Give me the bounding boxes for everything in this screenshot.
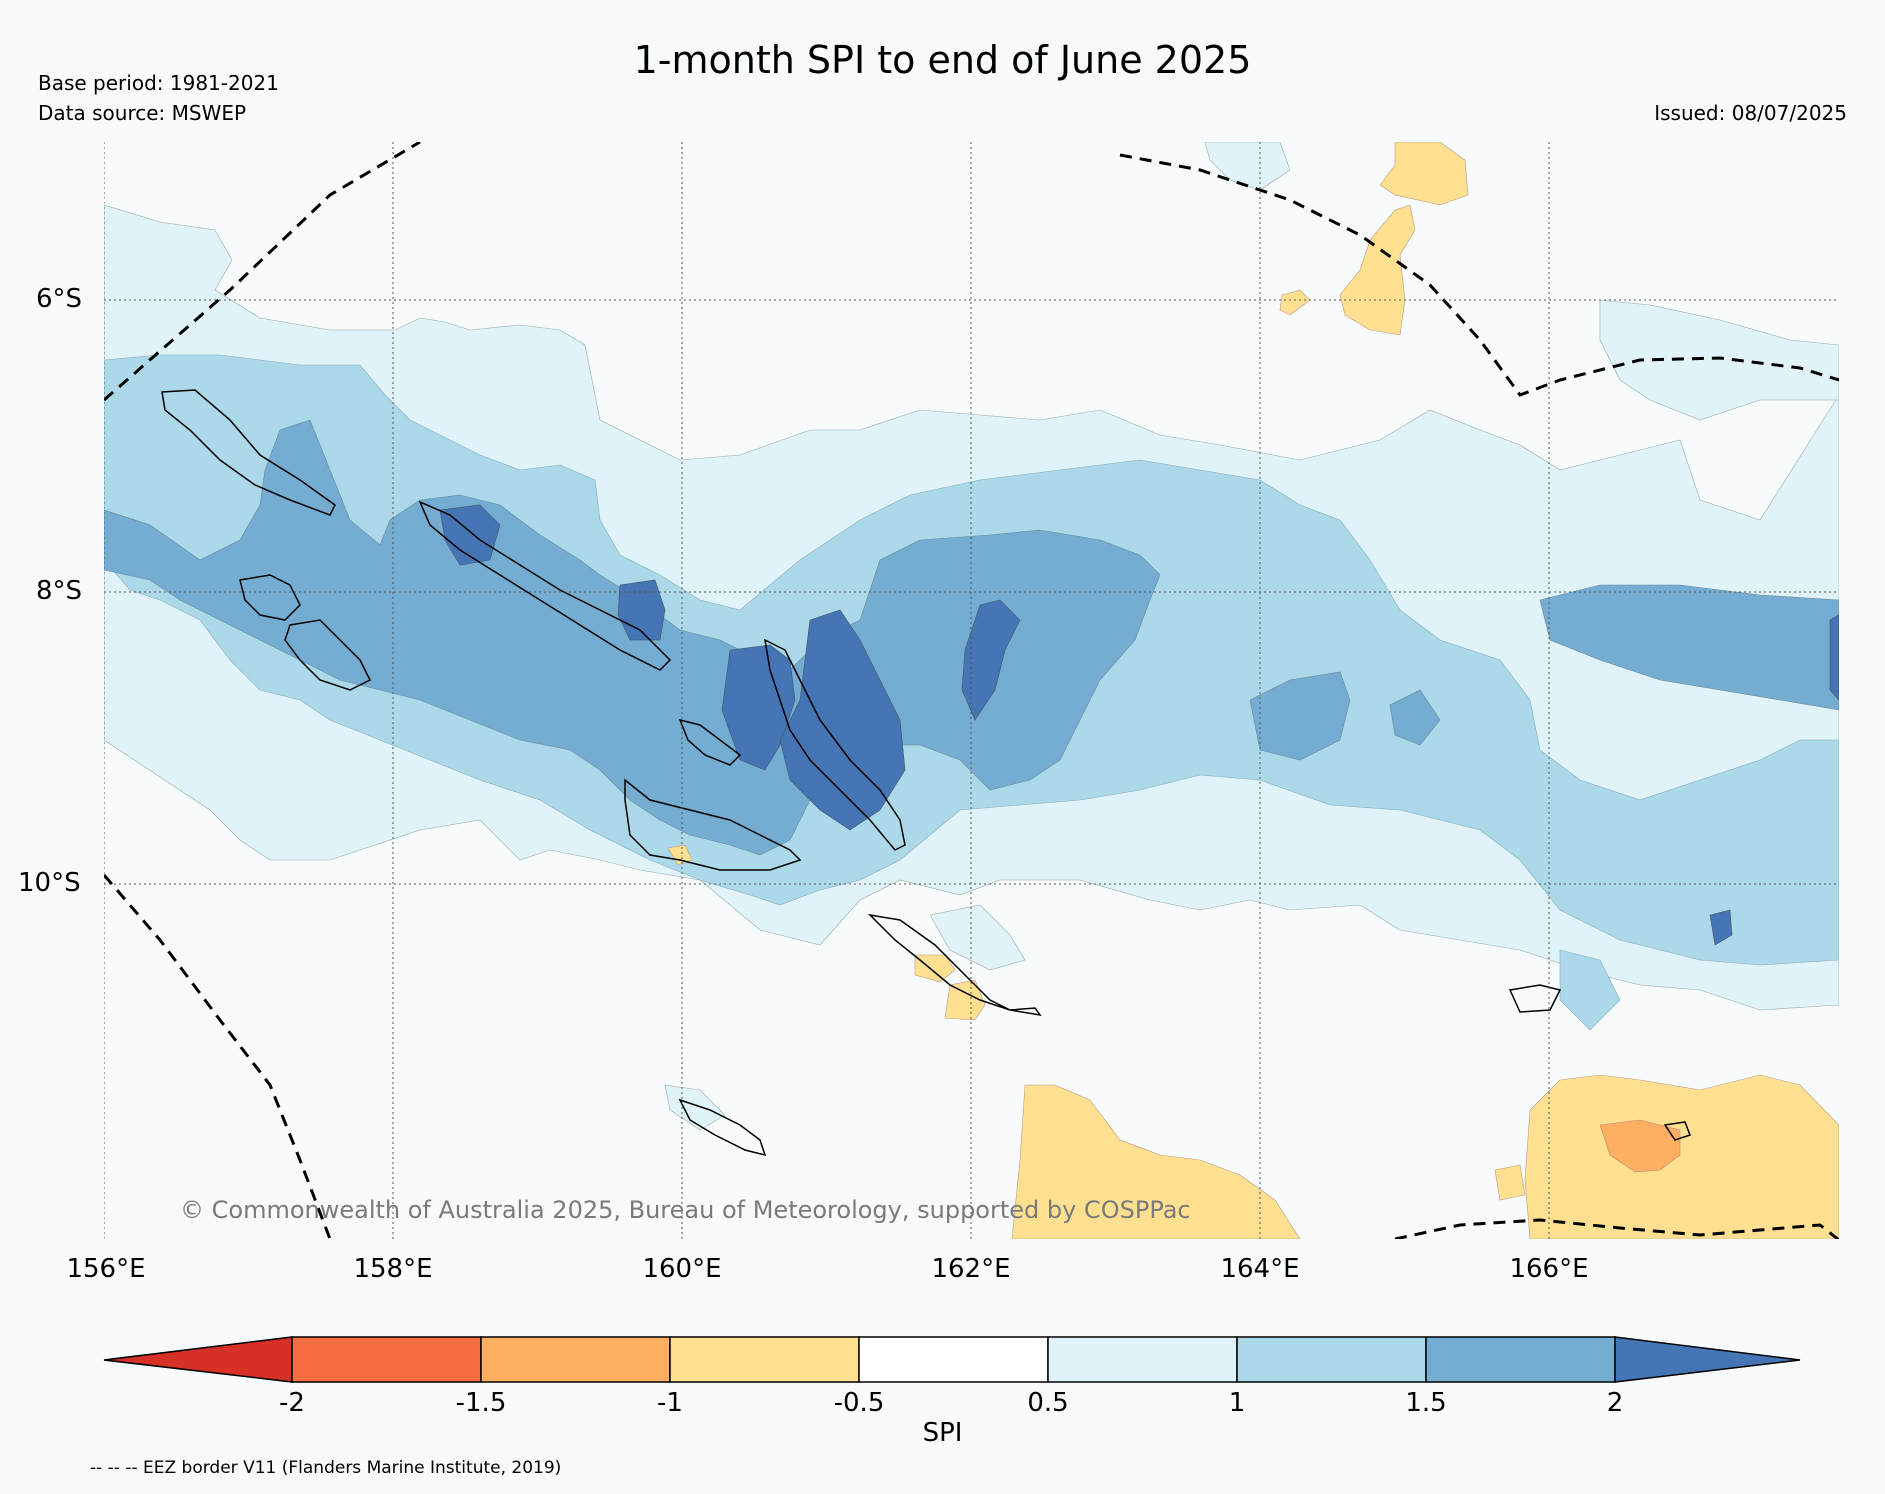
- spi-dry-small: [1279, 289, 1311, 316]
- lon-label-158e: 158°E: [353, 1254, 433, 1284]
- colorbar-1.5-2: [1425, 1336, 1616, 1383]
- colorbar-tick: -0.5: [833, 1388, 885, 1418]
- colorbar-neg1.5-neg1: [480, 1336, 671, 1383]
- spi-band-gt2-e: [961, 599, 1021, 721]
- spi-band-1.5-2-mid2: [1389, 689, 1441, 746]
- lat-label-8s: 8°S: [36, 576, 83, 606]
- map-title: 1-month SPI to end of June 2025: [633, 38, 1252, 82]
- lon-label-164e: 164°E: [1220, 1254, 1300, 1284]
- lon-label-160e: 160°E: [642, 1254, 722, 1284]
- colorbar-gt2: [1614, 1336, 1801, 1383]
- spi-band-gt2-b: [779, 609, 906, 831]
- colorbar-tick: 2: [1606, 1388, 1624, 1418]
- spi-band-0.5-1-north: [1599, 299, 1839, 421]
- spi-dry-ne2: [1339, 204, 1416, 336]
- lat-label-10s: 10°S: [18, 868, 81, 898]
- colorbar-tick: 0.5: [1027, 1388, 1069, 1418]
- eez-borders: [104, 142, 1839, 1239]
- eez-legend-note: -- -- -- EEZ border V11 (Flanders Marine…: [90, 1458, 562, 1478]
- colorbar-tick: -1.5: [455, 1388, 507, 1418]
- colorbar-neg2-neg1.5: [291, 1336, 482, 1383]
- lon-label-156e: 156°E: [66, 1254, 146, 1284]
- spi-dry-ne: [1379, 142, 1469, 206]
- spi-dry-se-left: [1494, 1164, 1526, 1201]
- colorbar-label: SPI: [922, 1418, 963, 1448]
- colorbar-lt-neg2: [103, 1336, 293, 1383]
- spi-band-gt2-a: [721, 644, 796, 771]
- colorbar-tick: -1: [657, 1388, 683, 1418]
- colorbar-neg1-neg0.5: [669, 1336, 860, 1383]
- spi-dry-island1: [914, 954, 956, 983]
- graticule: [104, 142, 1839, 1239]
- issued-date: Issued: 08/07/2025: [1654, 101, 1847, 125]
- copyright-credit: © Commonwealth of Australia 2025, Bureau…: [180, 1196, 1191, 1224]
- lat-label-6s: 6°S: [36, 284, 83, 314]
- colorbar-1-1.5: [1236, 1336, 1427, 1383]
- spi-band-1.5-2-mid: [1249, 671, 1351, 761]
- colorbar-neutral: [858, 1336, 1049, 1383]
- spi-dry-s: [1011, 1084, 1301, 1239]
- spi-band-0.5-1-south: [929, 904, 1026, 971]
- base-period: Base period: 1981-2021: [38, 71, 279, 95]
- coastlines: [161, 389, 1691, 1157]
- lon-label-162e: 162°E: [931, 1254, 1011, 1284]
- colorbar: [103, 1336, 1801, 1383]
- spi-band-gt2-f: [1829, 614, 1839, 701]
- spi-contours: [104, 142, 1839, 1239]
- spi-band-gt2-g: [1709, 909, 1733, 946]
- colorbar-tick: 1.5: [1405, 1388, 1447, 1418]
- spi-band-1.5-2-east: [1539, 584, 1839, 711]
- lon-label-166e: 166°E: [1509, 1254, 1589, 1284]
- spi-band-0.5-1-island: [664, 1084, 726, 1131]
- spi-dry-orange: [1599, 1119, 1681, 1173]
- colorbar-tick: -2: [279, 1388, 305, 1418]
- colorbar-0.5-1: [1047, 1336, 1238, 1383]
- colorbar-tick: 1: [1228, 1388, 1246, 1418]
- data-source: Data source: MSWEP: [38, 101, 247, 125]
- spi-dry-se: [1524, 1074, 1839, 1239]
